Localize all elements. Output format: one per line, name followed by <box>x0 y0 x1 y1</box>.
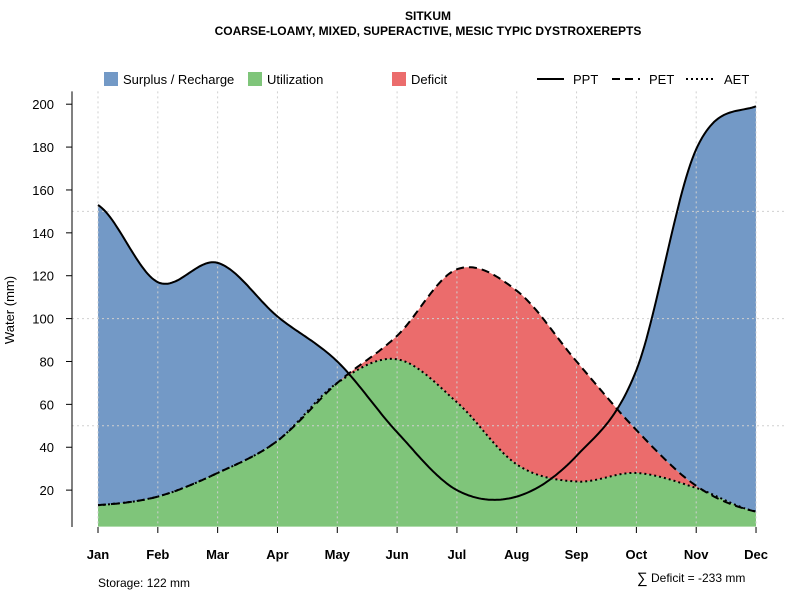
x-tick-label: Jun <box>386 547 409 562</box>
x-tick-label: Nov <box>684 547 709 562</box>
series-line-ppt <box>97 105 757 501</box>
legend-swatch-surplus <box>104 72 118 86</box>
x-tick-label: Sep <box>565 547 589 562</box>
legend-swatch-utilization <box>248 72 262 86</box>
deficit-annotation: Deficit = -233 mm <box>651 571 745 585</box>
legend-label-aet: AET <box>724 72 749 87</box>
y-tick-label: 80 <box>40 354 54 369</box>
x-tick-label: Oct <box>626 547 648 562</box>
legend: Surplus / Recharge Utilization Deficit P… <box>104 72 749 87</box>
x-tick-label: Jul <box>448 547 467 562</box>
x-tick-label: May <box>325 547 351 562</box>
legend-label-utilization: Utilization <box>267 72 323 87</box>
legend-label-pet: PET <box>649 72 674 87</box>
x-tick-label: Mar <box>206 547 229 562</box>
deficit-area <box>98 267 756 512</box>
chart-title: SITKUM <box>405 9 451 23</box>
x-tick-label: Feb <box>146 547 169 562</box>
y-tick-label: 180 <box>32 140 54 155</box>
x-tick-label: Apr <box>266 547 288 562</box>
series-line-aet <box>97 357 757 513</box>
y-tick-label: 200 <box>32 97 54 112</box>
surplus-area <box>98 106 756 512</box>
chart-subtitle: COARSE-LOAMY, MIXED, SUPERACTIVE, MESIC … <box>215 24 642 38</box>
legend-label-surplus: Surplus / Recharge <box>123 72 234 87</box>
y-tick-label: 160 <box>32 183 54 198</box>
y-axis-label: Water (mm) <box>2 276 17 344</box>
legend-label-deficit: Deficit <box>411 72 448 87</box>
y-tick-label: 60 <box>40 397 54 412</box>
x-tick-label: Aug <box>504 547 529 562</box>
series-line-pet <box>97 266 757 513</box>
y-tick-label: 40 <box>40 440 54 455</box>
y-tick-label: 120 <box>32 269 54 284</box>
utilization-area <box>98 358 756 527</box>
legend-label-ppt: PPT <box>573 72 598 87</box>
x-tick-label: Dec <box>744 547 768 562</box>
x-tick-label: Jan <box>87 547 109 562</box>
storage-annotation: Storage: 122 mm <box>98 576 190 590</box>
y-tick-label: 140 <box>32 226 54 241</box>
y-tick-label: 100 <box>32 312 54 327</box>
legend-swatch-deficit <box>392 72 406 86</box>
deficit-symbol: ∑ <box>637 570 648 587</box>
y-tick-label: 20 <box>40 483 54 498</box>
